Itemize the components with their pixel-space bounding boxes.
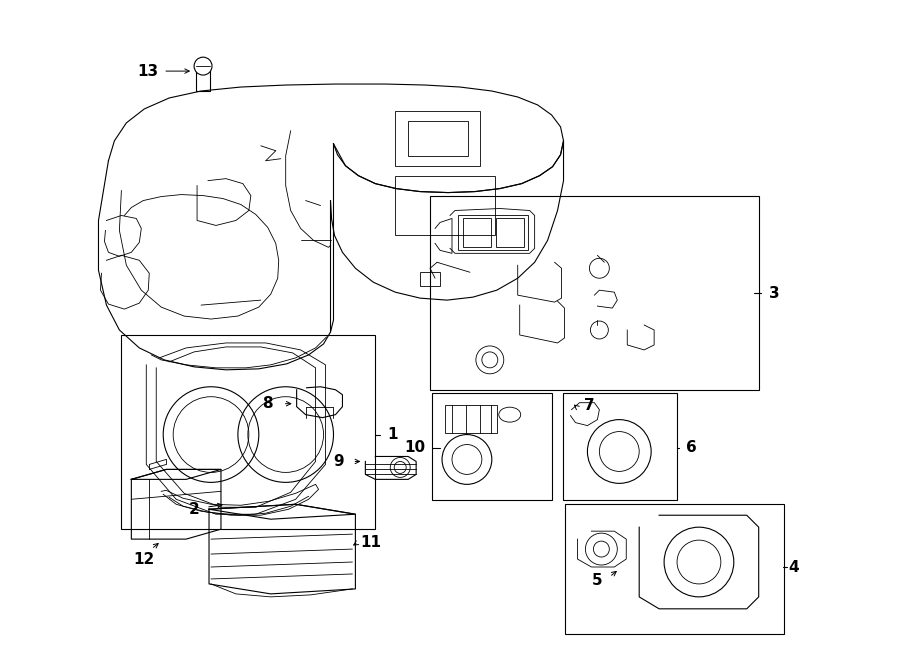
- Text: 11: 11: [360, 535, 381, 549]
- Text: 13: 13: [138, 63, 158, 79]
- Text: 5: 5: [592, 574, 603, 588]
- Bar: [420, 272, 440, 286]
- Text: 9: 9: [333, 454, 344, 469]
- Bar: [463, 219, 491, 247]
- Bar: [564, 504, 784, 634]
- Text: 10: 10: [405, 440, 426, 455]
- Text: 6: 6: [686, 440, 697, 455]
- Bar: [409, 121, 468, 156]
- Bar: [430, 196, 759, 390]
- Text: 8: 8: [263, 396, 273, 411]
- Bar: [395, 176, 495, 235]
- Bar: [562, 393, 677, 500]
- Bar: [445, 405, 497, 432]
- Text: 7: 7: [584, 398, 595, 413]
- Bar: [122, 335, 375, 529]
- Text: 3: 3: [770, 286, 780, 301]
- Text: 4: 4: [788, 559, 799, 574]
- Text: 12: 12: [134, 551, 155, 566]
- Bar: [458, 215, 527, 251]
- Bar: [432, 393, 552, 500]
- Text: 1: 1: [387, 427, 398, 442]
- Circle shape: [194, 57, 212, 75]
- Text: 2: 2: [189, 502, 200, 517]
- Bar: [395, 111, 480, 166]
- Bar: [496, 219, 524, 247]
- Bar: [196, 69, 210, 91]
